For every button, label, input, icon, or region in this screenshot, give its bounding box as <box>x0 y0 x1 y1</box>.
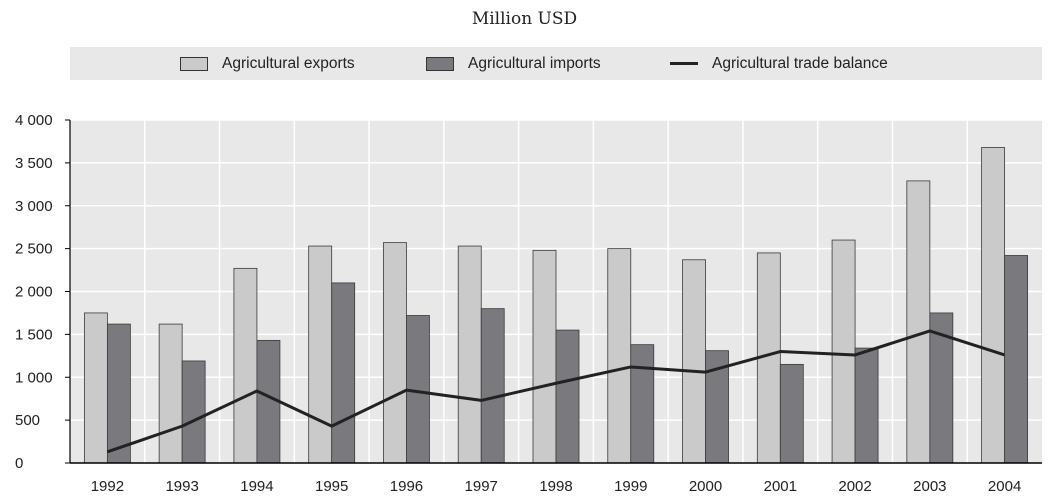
y-tick-label-4: 2 000 <box>15 284 53 301</box>
legend-item-balance: Agricultural trade balance <box>670 47 888 80</box>
y-tick-label-0: 0 <box>15 455 23 472</box>
x-tick-label-1994: 1994 <box>240 478 273 495</box>
bar-exports-1994 <box>233 267 258 464</box>
x-tick-label-1998: 1998 <box>539 478 572 495</box>
legend-label-exports: Agricultural exports <box>222 54 355 72</box>
bar-imports-2002 <box>854 347 879 464</box>
chart-subtitle: Million USD <box>471 9 578 29</box>
bar-imports-1993 <box>181 360 206 464</box>
bar-imports-1992 <box>106 323 131 464</box>
x-tick-label-2000: 2000 <box>689 478 722 495</box>
x-tick-label-1996: 1996 <box>390 478 423 495</box>
bar-imports-1997 <box>480 308 505 464</box>
bar-exports-2000 <box>682 259 706 464</box>
x-tick-label-2002: 2002 <box>838 478 871 495</box>
legend-swatch-balance <box>670 62 698 65</box>
x-tick-label-1999: 1999 <box>614 478 647 495</box>
y-tick-label-6: 3 000 <box>15 198 53 215</box>
x-tick-label-1997: 1997 <box>465 478 498 495</box>
x-tick-label-2004: 2004 <box>988 478 1021 495</box>
bar-exports-1995 <box>308 245 333 464</box>
chart-legend: Agricultural exports Agricultural import… <box>70 47 1042 80</box>
bar-exports-1998 <box>532 249 557 464</box>
bar-imports-1999 <box>630 344 655 464</box>
x-tick-label-2001: 2001 <box>764 478 797 495</box>
legend-label-imports: Agricultural imports <box>468 54 601 72</box>
bar-exports-1999 <box>607 248 632 464</box>
legend-swatch-imports <box>426 56 454 71</box>
legend-item-imports: Agricultural imports <box>426 47 601 80</box>
y-tick-label-7: 3 500 <box>15 155 53 172</box>
y-tick-label-5: 2 500 <box>15 241 53 258</box>
bar-imports-1998 <box>555 329 580 464</box>
bar-exports-1992 <box>83 312 108 464</box>
bar-exports-1997 <box>457 245 482 464</box>
x-tick-label-2003: 2003 <box>913 478 946 495</box>
bar-exports-1993 <box>158 323 183 464</box>
legend-label-balance: Agricultural trade balance <box>712 54 888 72</box>
bar-imports-2001 <box>779 363 804 464</box>
x-tick-label-1992: 1992 <box>91 478 124 495</box>
legend-item-exports: Agricultural exports <box>180 47 355 80</box>
y-tick-label-2: 1 000 <box>15 369 53 386</box>
bar-exports-2003 <box>906 180 931 464</box>
bar-exports-2002 <box>831 239 856 464</box>
legend-swatch-exports <box>180 56 208 71</box>
y-tick-label-3: 1 500 <box>15 326 53 343</box>
y-tick-label-8: 4 000 <box>15 112 53 129</box>
bar-imports-1995 <box>331 282 356 464</box>
bar-exports-2004 <box>981 147 1006 464</box>
x-tick-label-1993: 1993 <box>165 478 198 495</box>
bar-imports-2004 <box>1004 255 1029 464</box>
line-trade-balance <box>106 329 1006 454</box>
bar-exports-1996 <box>383 242 407 464</box>
x-tick-label-1995: 1995 <box>315 478 348 495</box>
y-tick-label-1: 500 <box>15 412 40 429</box>
